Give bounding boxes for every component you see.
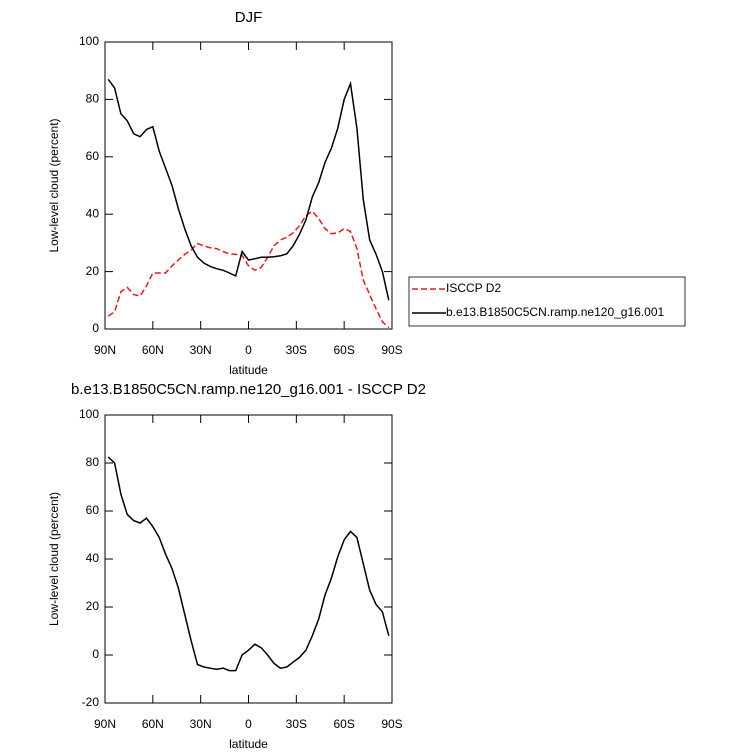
legend-label: ISCCP D2 bbox=[446, 281, 501, 295]
data-line bbox=[107, 78, 390, 301]
chart-title: b.e13.B1850C5CN.ramp.ne120_g16.001 - ISC… bbox=[71, 381, 426, 398]
y-tick-label: 0 bbox=[92, 647, 99, 661]
x-tick-label: 90N bbox=[94, 717, 116, 731]
y-tick-label: 100 bbox=[79, 34, 99, 48]
x-axis-label: latitude bbox=[229, 363, 268, 377]
legend-label: b.e13.B1850C5CN.ramp.ne120_g16.001 bbox=[446, 305, 664, 319]
x-tick-label: 30N bbox=[190, 717, 212, 731]
x-tick-label: 30S bbox=[286, 343, 307, 357]
y-tick-label: 80 bbox=[86, 92, 100, 106]
data-line bbox=[107, 456, 390, 672]
y-tick-label: 80 bbox=[86, 455, 100, 469]
y-tick-label: 100 bbox=[79, 407, 99, 421]
x-tick-label: 0 bbox=[245, 717, 252, 731]
plot-frame bbox=[104, 414, 393, 704]
x-tick-label: 60N bbox=[142, 717, 164, 731]
x-axis-label: latitude bbox=[229, 737, 268, 751]
y-tick-label: 0 bbox=[92, 321, 99, 335]
y-axis-label: Low-level cloud (percent) bbox=[47, 118, 61, 252]
data-line bbox=[107, 210, 390, 329]
chart-title: DJF bbox=[235, 9, 263, 26]
x-tick-label: 30N bbox=[190, 343, 212, 357]
x-tick-label: 30S bbox=[286, 717, 307, 731]
x-tick-label: 90N bbox=[94, 343, 116, 357]
x-tick-label: 0 bbox=[245, 343, 252, 357]
y-tick-label: 20 bbox=[86, 264, 100, 278]
x-tick-label: 60S bbox=[333, 343, 354, 357]
x-tick-label: 90S bbox=[381, 717, 402, 731]
plot-frame bbox=[104, 41, 393, 330]
y-tick-label: 60 bbox=[86, 149, 100, 163]
x-tick-label: 90S bbox=[381, 343, 402, 357]
y-tick-label: 40 bbox=[86, 551, 100, 565]
y-axis-label: Low-level cloud (percent) bbox=[47, 492, 61, 626]
x-tick-label: 60S bbox=[333, 717, 354, 731]
y-tick-label: 20 bbox=[86, 599, 100, 613]
legend-box bbox=[408, 276, 686, 327]
y-tick-label: 60 bbox=[86, 503, 100, 517]
y-tick-label: 40 bbox=[86, 206, 100, 220]
x-tick-label: 60N bbox=[142, 343, 164, 357]
y-tick-label: -20 bbox=[82, 695, 100, 709]
